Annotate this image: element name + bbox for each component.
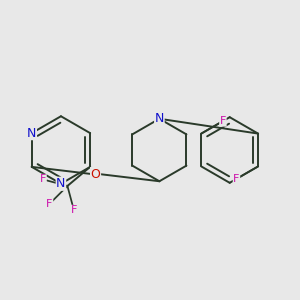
Text: F: F <box>220 116 226 126</box>
Text: N: N <box>27 127 36 140</box>
Text: N: N <box>155 112 164 125</box>
Text: F: F <box>71 206 77 215</box>
Text: O: O <box>91 168 100 181</box>
Text: F: F <box>46 199 53 209</box>
Text: F: F <box>233 174 240 184</box>
Text: N: N <box>56 177 66 190</box>
Text: F: F <box>40 174 46 184</box>
